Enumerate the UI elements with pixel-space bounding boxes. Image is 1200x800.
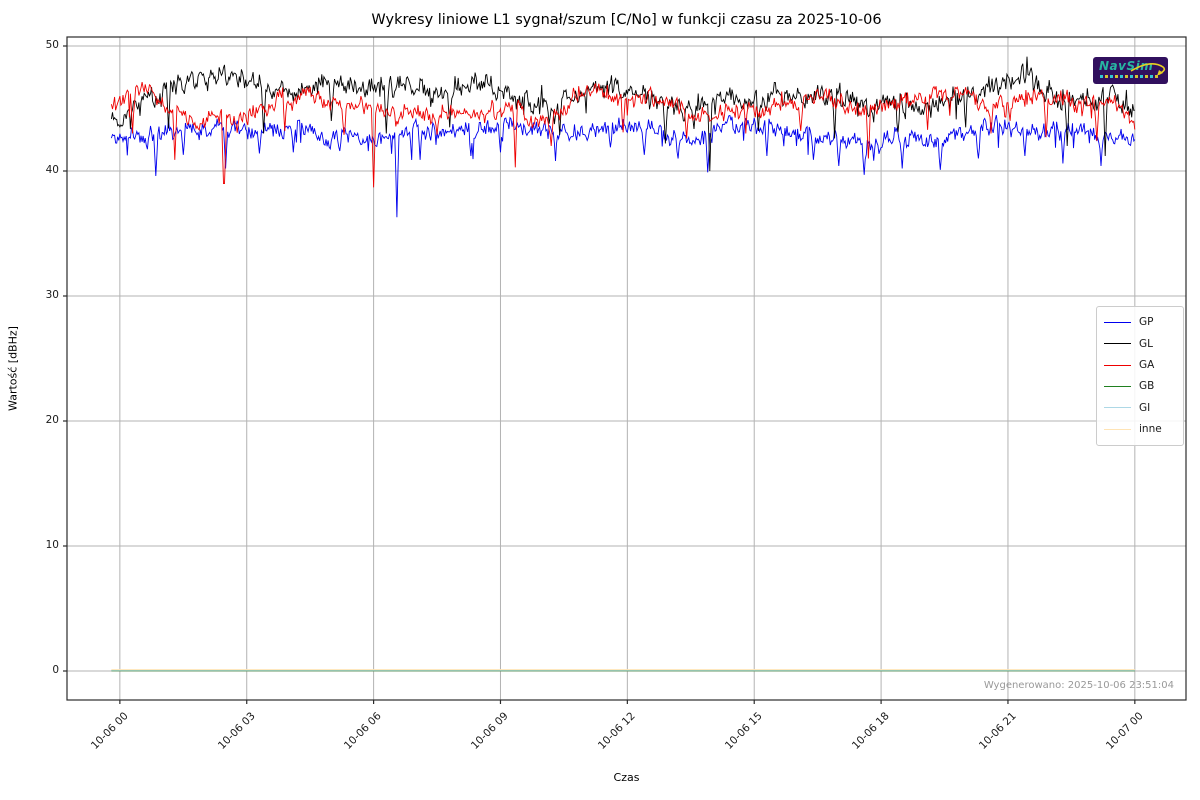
- legend-line-swatch: [1104, 407, 1131, 409]
- y-tick-label: 10: [45, 539, 59, 551]
- legend-label: GB: [1139, 380, 1155, 393]
- legend: GP GL GA GB GI inne: [1096, 306, 1184, 446]
- generated-timestamp: Wygenerowano: 2025-10-06 23:51:04: [983, 680, 1174, 691]
- series-GL-line: [110, 56, 1135, 172]
- legend-entry-GL: GL: [1104, 333, 1175, 354]
- plot-frame: [66, 36, 1187, 701]
- legend-line-swatch: [1104, 386, 1131, 388]
- legend-label: GA: [1139, 358, 1155, 371]
- navsim-logo-text: NavSim: [1099, 59, 1154, 73]
- logo-subtitle-decoration: [1100, 75, 1160, 78]
- y-axis-label: Wartość [dBHz]: [6, 326, 20, 411]
- y-tick-label: 30: [45, 289, 59, 301]
- y-tick-label: 0: [52, 664, 59, 676]
- y-tick-label: 20: [45, 414, 59, 426]
- legend-line-swatch: [1104, 428, 1131, 430]
- legend-entry-GB: GB: [1104, 376, 1175, 397]
- legend-line-swatch: [1104, 322, 1131, 324]
- legend-entry-GA: GA: [1104, 355, 1175, 376]
- legend-label: GL: [1139, 337, 1153, 350]
- navsim-logo: NavSim: [1093, 57, 1168, 84]
- legend-label: GP: [1139, 316, 1154, 329]
- legend-entry-GP: GP: [1104, 312, 1175, 333]
- legend-entry-inne: inne: [1104, 418, 1175, 439]
- legend-line-swatch: [1104, 364, 1131, 366]
- y-tick-label: 40: [45, 164, 59, 176]
- x-axis-label: Czas: [613, 771, 640, 784]
- chart-title: Wykresy liniowe L1 sygnał/szum [C/No] w …: [371, 12, 882, 28]
- legend-label: GI: [1139, 401, 1151, 414]
- legend-entry-GI: GI: [1104, 397, 1175, 418]
- series-GA-line: [110, 82, 1136, 188]
- y-tick-label: 50: [45, 39, 59, 51]
- legend-label: inne: [1139, 422, 1162, 435]
- series-GP-line: [110, 114, 1136, 218]
- logo-swoosh-icon: [1130, 63, 1166, 76]
- legend-line-swatch: [1104, 343, 1131, 345]
